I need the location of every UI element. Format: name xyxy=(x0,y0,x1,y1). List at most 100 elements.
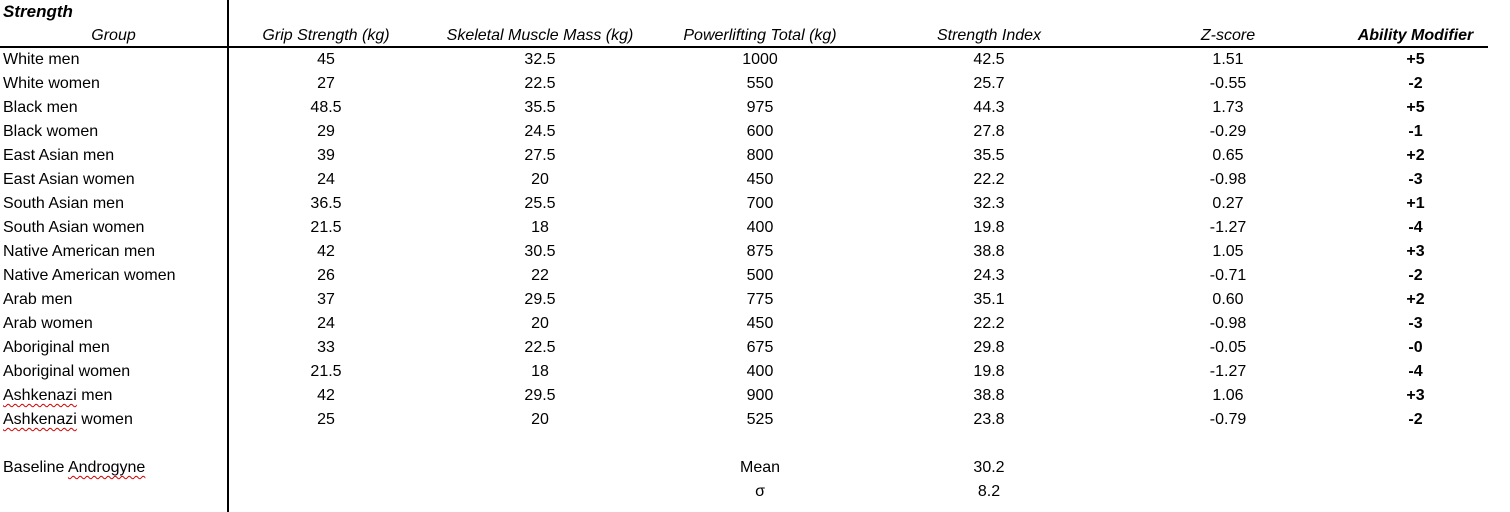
z-score-cell[interactable]: -0.29 xyxy=(1209,123,1247,140)
empty-cell[interactable] xyxy=(425,480,655,504)
powerlifting-total-kg-cell[interactable]: 900 xyxy=(746,387,774,404)
mean-label-cell[interactable]: Mean xyxy=(739,459,781,476)
strength-index-cell[interactable]: 38.8 xyxy=(973,387,1005,404)
empty-cell[interactable] xyxy=(227,0,1488,24)
sheet-title[interactable]: Strength xyxy=(3,2,73,21)
grip-strength-kg-cell[interactable]: 45 xyxy=(317,51,335,68)
grip-strength-kg-cell[interactable]: 25 xyxy=(317,411,335,428)
ability-modifier-cell[interactable]: +2 xyxy=(1406,147,1425,164)
ability-modifier-cell[interactable]: -1 xyxy=(1408,123,1423,140)
grip-strength-kg-cell[interactable]: 39 xyxy=(317,147,335,164)
muscle-mass-kg-cell[interactable]: 25.5 xyxy=(524,195,556,212)
muscle-mass-kg-cell[interactable]: 27.5 xyxy=(524,147,556,164)
ability-modifier-cell[interactable]: -4 xyxy=(1408,219,1423,236)
grip-strength-kg-cell[interactable]: 27 xyxy=(317,75,335,92)
group-cell[interactable]: South Asian women xyxy=(3,219,145,236)
empty-cell[interactable] xyxy=(1113,480,1343,504)
sigma-label-cell[interactable]: σ xyxy=(755,483,765,500)
muscle-mass-kg-cell[interactable]: 18 xyxy=(531,219,549,236)
strength-index-cell[interactable]: 22.2 xyxy=(973,171,1005,188)
z-score-cell[interactable]: -0.79 xyxy=(1209,411,1247,428)
z-score-cell[interactable]: 0.27 xyxy=(1212,195,1244,212)
z-score-cell[interactable]: 1.73 xyxy=(1212,99,1244,116)
powerlifting-total-kg-cell[interactable]: 525 xyxy=(746,411,774,428)
col-header-z-score[interactable]: Z-score xyxy=(1200,27,1256,44)
powerlifting-total-kg-cell[interactable]: 450 xyxy=(746,171,774,188)
empty-cell[interactable] xyxy=(1113,456,1343,480)
group-cell[interactable]: Aboriginal men xyxy=(3,339,110,356)
grip-strength-kg-cell[interactable]: 48.5 xyxy=(310,99,342,116)
z-score-cell[interactable]: -0.71 xyxy=(1209,267,1247,284)
ability-modifier-cell[interactable]: +5 xyxy=(1406,99,1425,116)
ability-modifier-cell[interactable]: +5 xyxy=(1406,51,1425,68)
strength-index-cell[interactable]: 19.8 xyxy=(973,219,1005,236)
powerlifting-total-kg-cell[interactable]: 550 xyxy=(746,75,774,92)
muscle-mass-kg-cell[interactable]: 22 xyxy=(531,267,549,284)
z-score-cell[interactable]: -0.55 xyxy=(1209,75,1247,92)
powerlifting-total-kg-cell[interactable]: 800 xyxy=(746,147,774,164)
empty-cell[interactable] xyxy=(425,456,655,480)
group-cell[interactable]: Native American women xyxy=(3,267,176,284)
grip-strength-kg-cell[interactable]: 37 xyxy=(317,291,335,308)
powerlifting-total-kg-cell[interactable]: 400 xyxy=(746,363,774,380)
col-header-powerlifting-total[interactable]: Powerlifting Total (kg) xyxy=(683,27,837,44)
strength-index-cell[interactable]: 29.8 xyxy=(973,339,1005,356)
empty-cell[interactable] xyxy=(0,432,1488,456)
z-score-cell[interactable]: 0.60 xyxy=(1212,291,1244,308)
group-cell[interactable]: Ashkenazi women xyxy=(3,411,133,428)
muscle-mass-kg-cell[interactable]: 20 xyxy=(531,411,549,428)
ability-modifier-cell[interactable]: -2 xyxy=(1408,267,1423,284)
strength-index-cell[interactable]: 22.2 xyxy=(973,315,1005,332)
ability-modifier-cell[interactable]: +1 xyxy=(1406,195,1425,212)
powerlifting-total-kg-cell[interactable]: 775 xyxy=(746,291,774,308)
grip-strength-kg-cell[interactable]: 26 xyxy=(317,267,335,284)
grip-strength-kg-cell[interactable]: 42 xyxy=(317,387,335,404)
grip-strength-kg-cell[interactable]: 42 xyxy=(317,243,335,260)
z-score-cell[interactable]: -0.98 xyxy=(1209,171,1247,188)
group-cell[interactable]: East Asian women xyxy=(3,171,135,188)
ability-modifier-cell[interactable]: +3 xyxy=(1406,243,1425,260)
strength-index-cell[interactable]: 35.5 xyxy=(973,147,1005,164)
ability-modifier-cell[interactable]: -2 xyxy=(1408,75,1423,92)
col-header-muscle-mass[interactable]: Skeletal Muscle Mass (kg) xyxy=(446,27,634,44)
grip-strength-kg-cell[interactable]: 33 xyxy=(317,339,335,356)
powerlifting-total-kg-cell[interactable]: 975 xyxy=(746,99,774,116)
strength-index-cell[interactable]: 38.8 xyxy=(973,243,1005,260)
muscle-mass-kg-cell[interactable]: 29.5 xyxy=(524,387,556,404)
grip-strength-kg-cell[interactable]: 24 xyxy=(317,315,335,332)
z-score-cell[interactable]: -1.27 xyxy=(1209,219,1247,236)
strength-index-cell[interactable]: 19.8 xyxy=(973,363,1005,380)
group-cell[interactable]: Arab women xyxy=(3,315,93,332)
ability-modifier-cell[interactable]: -2 xyxy=(1408,411,1423,428)
powerlifting-total-kg-cell[interactable]: 1000 xyxy=(742,51,778,68)
grip-strength-kg-cell[interactable]: 24 xyxy=(317,171,335,188)
group-cell[interactable]: Ashkenazi men xyxy=(3,387,113,404)
ability-modifier-cell[interactable]: -0 xyxy=(1408,339,1423,356)
group-cell[interactable]: Aboriginal women xyxy=(3,363,131,380)
group-cell[interactable]: White women xyxy=(3,75,100,92)
group-cell[interactable]: East Asian men xyxy=(3,147,115,164)
col-header-ability-modifier[interactable]: Ability Modifier xyxy=(1357,27,1474,44)
muscle-mass-kg-cell[interactable]: 22.5 xyxy=(524,339,556,356)
z-score-cell[interactable]: -0.98 xyxy=(1209,315,1247,332)
strength-index-cell[interactable]: 32.3 xyxy=(973,195,1005,212)
powerlifting-total-kg-cell[interactable]: 600 xyxy=(746,123,774,140)
empty-cell[interactable] xyxy=(227,480,425,504)
powerlifting-total-kg-cell[interactable]: 500 xyxy=(746,267,774,284)
muscle-mass-kg-cell[interactable]: 29.5 xyxy=(524,291,556,308)
z-score-cell[interactable]: -1.27 xyxy=(1209,363,1247,380)
grip-strength-kg-cell[interactable]: 21.5 xyxy=(310,219,342,236)
muscle-mass-kg-cell[interactable]: 35.5 xyxy=(524,99,556,116)
ability-modifier-cell[interactable]: +3 xyxy=(1406,387,1425,404)
muscle-mass-kg-cell[interactable]: 24.5 xyxy=(524,123,556,140)
z-score-cell[interactable]: 1.06 xyxy=(1212,387,1244,404)
strength-index-cell[interactable]: 42.5 xyxy=(973,51,1005,68)
strength-index-cell[interactable]: 35.1 xyxy=(973,291,1005,308)
strength-index-cell[interactable]: 25.7 xyxy=(973,75,1005,92)
z-score-cell[interactable]: 1.05 xyxy=(1212,243,1244,260)
col-header-group[interactable]: Group xyxy=(91,27,136,44)
z-score-cell[interactable]: 1.51 xyxy=(1212,51,1244,68)
muscle-mass-kg-cell[interactable]: 20 xyxy=(531,315,549,332)
group-cell[interactable]: Black men xyxy=(3,99,78,116)
group-cell[interactable]: Arab men xyxy=(3,291,73,308)
